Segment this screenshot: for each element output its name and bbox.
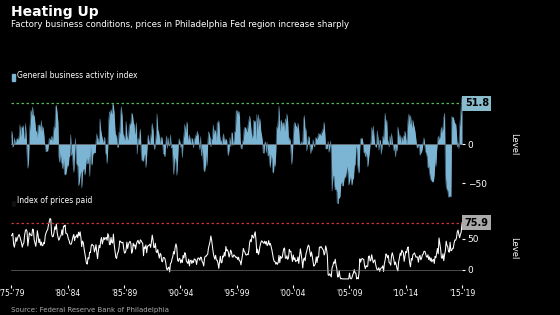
Text: Level: Level (510, 133, 519, 155)
Text: Level: Level (510, 237, 519, 259)
Text: Factory business conditions, prices in Philadelphia Fed region increase sharply: Factory business conditions, prices in P… (11, 20, 349, 30)
Text: 51.8: 51.8 (465, 98, 489, 108)
Text: Source: Federal Reserve Bank of Philadelphia: Source: Federal Reserve Bank of Philadel… (11, 307, 169, 313)
Text: Heating Up: Heating Up (11, 5, 99, 19)
FancyBboxPatch shape (12, 74, 15, 81)
Text: General business activity index: General business activity index (17, 71, 137, 80)
FancyBboxPatch shape (12, 201, 15, 206)
Text: Index of prices paid: Index of prices paid (17, 196, 92, 205)
Text: 75.9: 75.9 (465, 218, 489, 228)
